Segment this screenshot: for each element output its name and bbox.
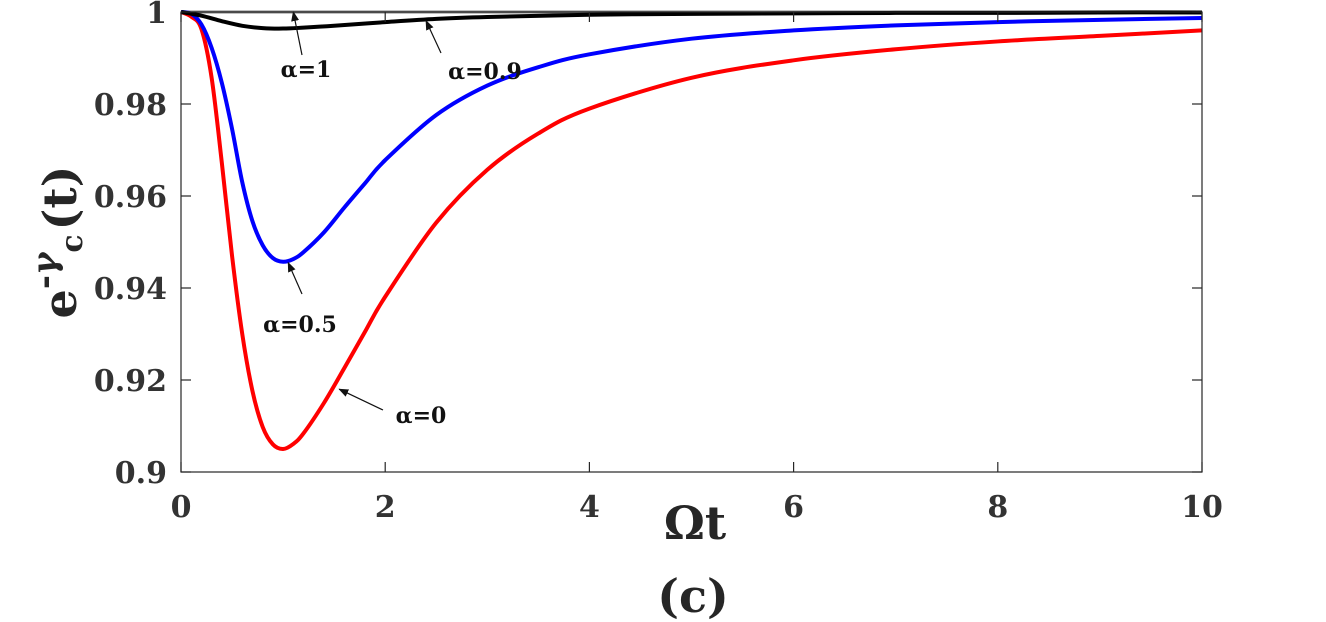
x-tick-label: 2 (375, 490, 396, 525)
x-tick-label: 6 (783, 490, 804, 525)
series-line-1 (180, 10, 1203, 264)
annotation-arrow (338, 388, 384, 411)
x-axis-label: Ωt (664, 496, 727, 550)
svg-text:e-γc(t): e-γc (t) (25, 166, 90, 319)
annotation-label: α=0 (396, 403, 447, 429)
y-label-arg: (t) (33, 166, 87, 231)
annotation-label: α=0.9 (448, 59, 522, 85)
tick-layer: 0 2 4 6 8 10 0.9 0.92 0.94 0.96 0.98 1 (94, 0, 1223, 525)
y-label-sup-greek: γ (25, 251, 65, 275)
y-label-sub: c (55, 234, 90, 252)
annotation-label: α=1 (281, 57, 332, 83)
x-tick-label: 4 (579, 490, 600, 525)
y-label-sup-prefix: - (25, 275, 65, 289)
annotation-arrow (291, 11, 303, 56)
x-tick-label: 0 (171, 490, 192, 525)
y-label-base: e (33, 289, 87, 318)
annotation-arrow (287, 261, 303, 295)
y-tick-label: 0.96 (94, 180, 167, 215)
y-tick-label: 0.9 (115, 456, 167, 491)
plot-frame (180, 11, 1203, 473)
annotation-label: α=0.5 (263, 312, 337, 338)
y-axis-label: e-γc (t) (25, 166, 90, 319)
series-line-2 (180, 10, 1203, 31)
x-tick-label: 10 (1181, 490, 1223, 525)
y-tick-label: 0.94 (94, 272, 167, 307)
plot-background (181, 12, 1202, 472)
annotation-arrow (425, 19, 442, 54)
annotation-layer: α=1 α=0.9 α=0.5 α=0 (263, 11, 522, 429)
x-tick-label: 8 (987, 490, 1008, 525)
y-tick-label: 0.92 (94, 364, 167, 399)
y-tick-label: 1 (146, 0, 167, 31)
y-tick-label: 0.98 (94, 88, 167, 123)
series-line-0 (180, 10, 1203, 451)
figure-caption: (c) (657, 569, 729, 622)
